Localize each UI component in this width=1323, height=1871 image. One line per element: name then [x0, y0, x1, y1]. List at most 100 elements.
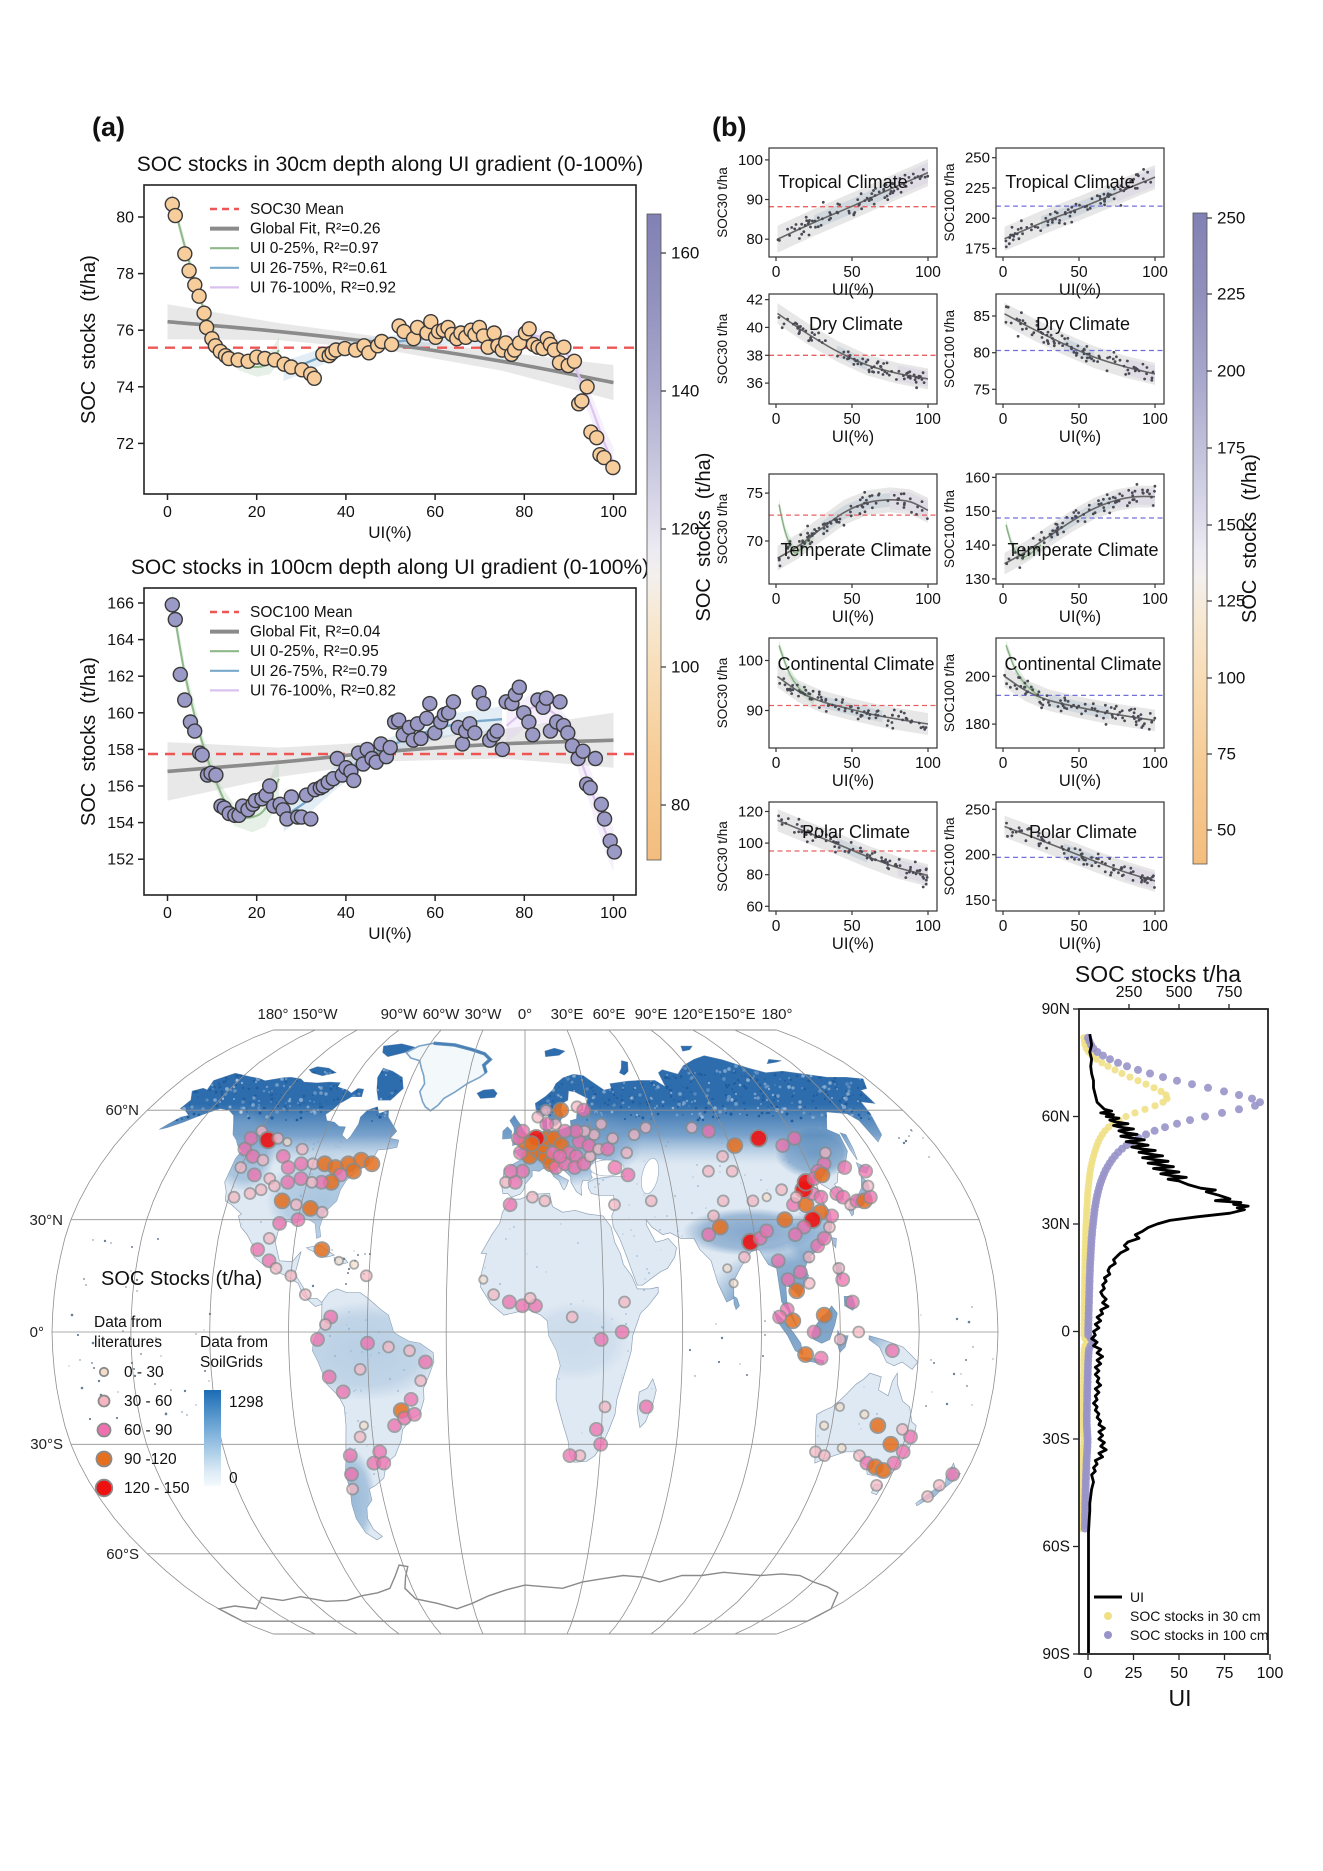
svg-text:UI 0-25%, R²=0.97: UI 0-25%, R²=0.97: [250, 240, 379, 257]
svg-text:90: 90: [746, 703, 763, 720]
svg-text:250: 250: [965, 150, 990, 167]
svg-text:160: 160: [107, 705, 134, 722]
svg-text:30 - 60: 30 - 60: [124, 1393, 173, 1410]
svg-text:SOC stocks (t/ha): SOC stocks (t/ha): [693, 453, 715, 622]
svg-text:Dry Climate: Dry Climate: [809, 314, 903, 334]
svg-text:1298: 1298: [229, 1394, 263, 1411]
svg-text:162: 162: [107, 669, 134, 686]
svg-text:225: 225: [965, 180, 990, 197]
svg-text:UI(%): UI(%): [368, 924, 411, 943]
svg-text:SOC30 t/ha: SOC30 t/ha: [715, 313, 730, 384]
svg-text:SOC stocks (t/ha): SOC stocks (t/ha): [78, 657, 100, 826]
svg-text:90°E: 90°E: [635, 1006, 668, 1023]
svg-text:UI 76-100%, R²=0.82: UI 76-100%, R²=0.82: [250, 682, 396, 699]
svg-text:0: 0: [999, 411, 1008, 428]
svg-text:UI(%): UI(%): [1059, 428, 1101, 446]
svg-text:UI 76-100%, R²=0.92: UI 76-100%, R²=0.92: [250, 279, 396, 296]
svg-text:100: 100: [1142, 264, 1168, 281]
svg-text:60 - 90: 60 - 90: [124, 1422, 173, 1439]
svg-text:Temperate Climate: Temperate Climate: [780, 540, 931, 560]
svg-text:SOC Stocks (t/ha): SOC Stocks (t/ha): [101, 1268, 262, 1290]
svg-text:SOC100 t/ha: SOC100 t/ha: [942, 489, 957, 568]
svg-text:Dry Climate: Dry Climate: [1036, 314, 1130, 334]
svg-text:0: 0: [999, 918, 1008, 935]
svg-text:90°W: 90°W: [381, 1006, 419, 1023]
svg-text:Continental Climate: Continental Climate: [1004, 654, 1161, 674]
svg-text:140: 140: [671, 382, 699, 401]
svg-text:0 - 30: 0 - 30: [124, 1364, 164, 1381]
svg-text:0: 0: [229, 1470, 238, 1487]
svg-text:100: 100: [915, 591, 941, 608]
svg-text:60S: 60S: [1042, 1539, 1070, 1556]
svg-text:750: 750: [1216, 984, 1243, 1001]
svg-text:UI: UI: [1169, 1685, 1192, 1711]
svg-text:100: 100: [671, 658, 699, 677]
svg-text:200: 200: [965, 668, 990, 685]
svg-text:40: 40: [746, 319, 763, 336]
svg-text:158: 158: [107, 742, 134, 759]
svg-text:150°W: 150°W: [292, 1006, 338, 1023]
svg-text:50: 50: [1070, 411, 1088, 428]
svg-text:50: 50: [1217, 821, 1236, 840]
svg-text:SOC stocks in 100cm depth alon: SOC stocks in 100cm depth along UI gradi…: [131, 556, 649, 579]
svg-text:80: 80: [116, 210, 134, 227]
svg-text:30S: 30S: [1042, 1431, 1070, 1448]
svg-text:60N: 60N: [1042, 1109, 1070, 1126]
svg-text:0: 0: [772, 411, 781, 428]
svg-text:SOC30 Mean: SOC30 Mean: [250, 201, 344, 218]
svg-text:80: 80: [515, 504, 533, 521]
svg-text:40: 40: [337, 905, 355, 922]
svg-text:Data from: Data from: [94, 1314, 162, 1331]
svg-text:SOC100 t/ha: SOC100 t/ha: [942, 653, 957, 732]
svg-text:SOC30 t/ha: SOC30 t/ha: [715, 493, 730, 564]
svg-text:0: 0: [999, 755, 1008, 772]
svg-text:180: 180: [965, 716, 990, 733]
svg-text:125: 125: [1217, 592, 1245, 611]
svg-text:Global Fit, R²=0.04: Global Fit, R²=0.04: [250, 624, 381, 641]
svg-text:SOC stocks in 30 cm: SOC stocks in 30 cm: [1130, 1608, 1261, 1624]
svg-text:Tropical Climate: Tropical Climate: [1005, 172, 1134, 192]
svg-text:0°: 0°: [30, 1324, 44, 1341]
svg-text:UI 0-25%, R²=0.95: UI 0-25%, R²=0.95: [250, 643, 379, 660]
svg-text:100: 100: [915, 411, 941, 428]
svg-text:50: 50: [843, 591, 861, 608]
svg-text:42: 42: [746, 292, 763, 309]
svg-text:152: 152: [107, 852, 134, 869]
svg-text:100: 100: [738, 835, 763, 852]
svg-text:0: 0: [163, 905, 172, 922]
svg-text:75: 75: [973, 381, 990, 398]
svg-text:60: 60: [426, 504, 444, 521]
svg-text:UI: UI: [1130, 1589, 1144, 1605]
svg-text:SoilGrids: SoilGrids: [200, 1354, 263, 1371]
svg-text:SOC100 t/ha: SOC100 t/ha: [942, 309, 957, 388]
svg-text:80: 80: [671, 796, 690, 815]
svg-text:Polar Climate: Polar Climate: [802, 822, 910, 842]
svg-text:74: 74: [116, 379, 134, 396]
svg-text:150: 150: [965, 503, 990, 520]
svg-text:250: 250: [1217, 209, 1245, 228]
svg-text:SOC30 t/ha: SOC30 t/ha: [715, 821, 730, 892]
svg-text:100: 100: [915, 264, 941, 281]
svg-text:Continental Climate: Continental Climate: [777, 654, 934, 674]
svg-text:175: 175: [965, 241, 990, 258]
svg-text:76: 76: [116, 323, 134, 340]
svg-text:Temperate Climate: Temperate Climate: [1007, 540, 1158, 560]
svg-text:SOC100 t/ha: SOC100 t/ha: [942, 817, 957, 896]
svg-text:20: 20: [248, 905, 266, 922]
svg-text:72: 72: [116, 436, 134, 453]
svg-text:50: 50: [843, 755, 861, 772]
svg-text:166: 166: [107, 596, 134, 613]
svg-text:UI(%): UI(%): [832, 772, 874, 790]
svg-text:(a): (a): [92, 112, 125, 142]
svg-text:160: 160: [965, 469, 990, 486]
svg-text:0: 0: [772, 591, 781, 608]
svg-text:20: 20: [248, 504, 266, 521]
svg-text:36: 36: [746, 375, 763, 392]
svg-text:50: 50: [843, 918, 861, 935]
svg-text:40: 40: [337, 504, 355, 521]
svg-text:225: 225: [1217, 285, 1245, 304]
svg-text:500: 500: [1166, 984, 1193, 1001]
svg-text:78: 78: [116, 266, 134, 283]
svg-text:200: 200: [1217, 362, 1245, 381]
svg-text:130: 130: [965, 571, 990, 588]
